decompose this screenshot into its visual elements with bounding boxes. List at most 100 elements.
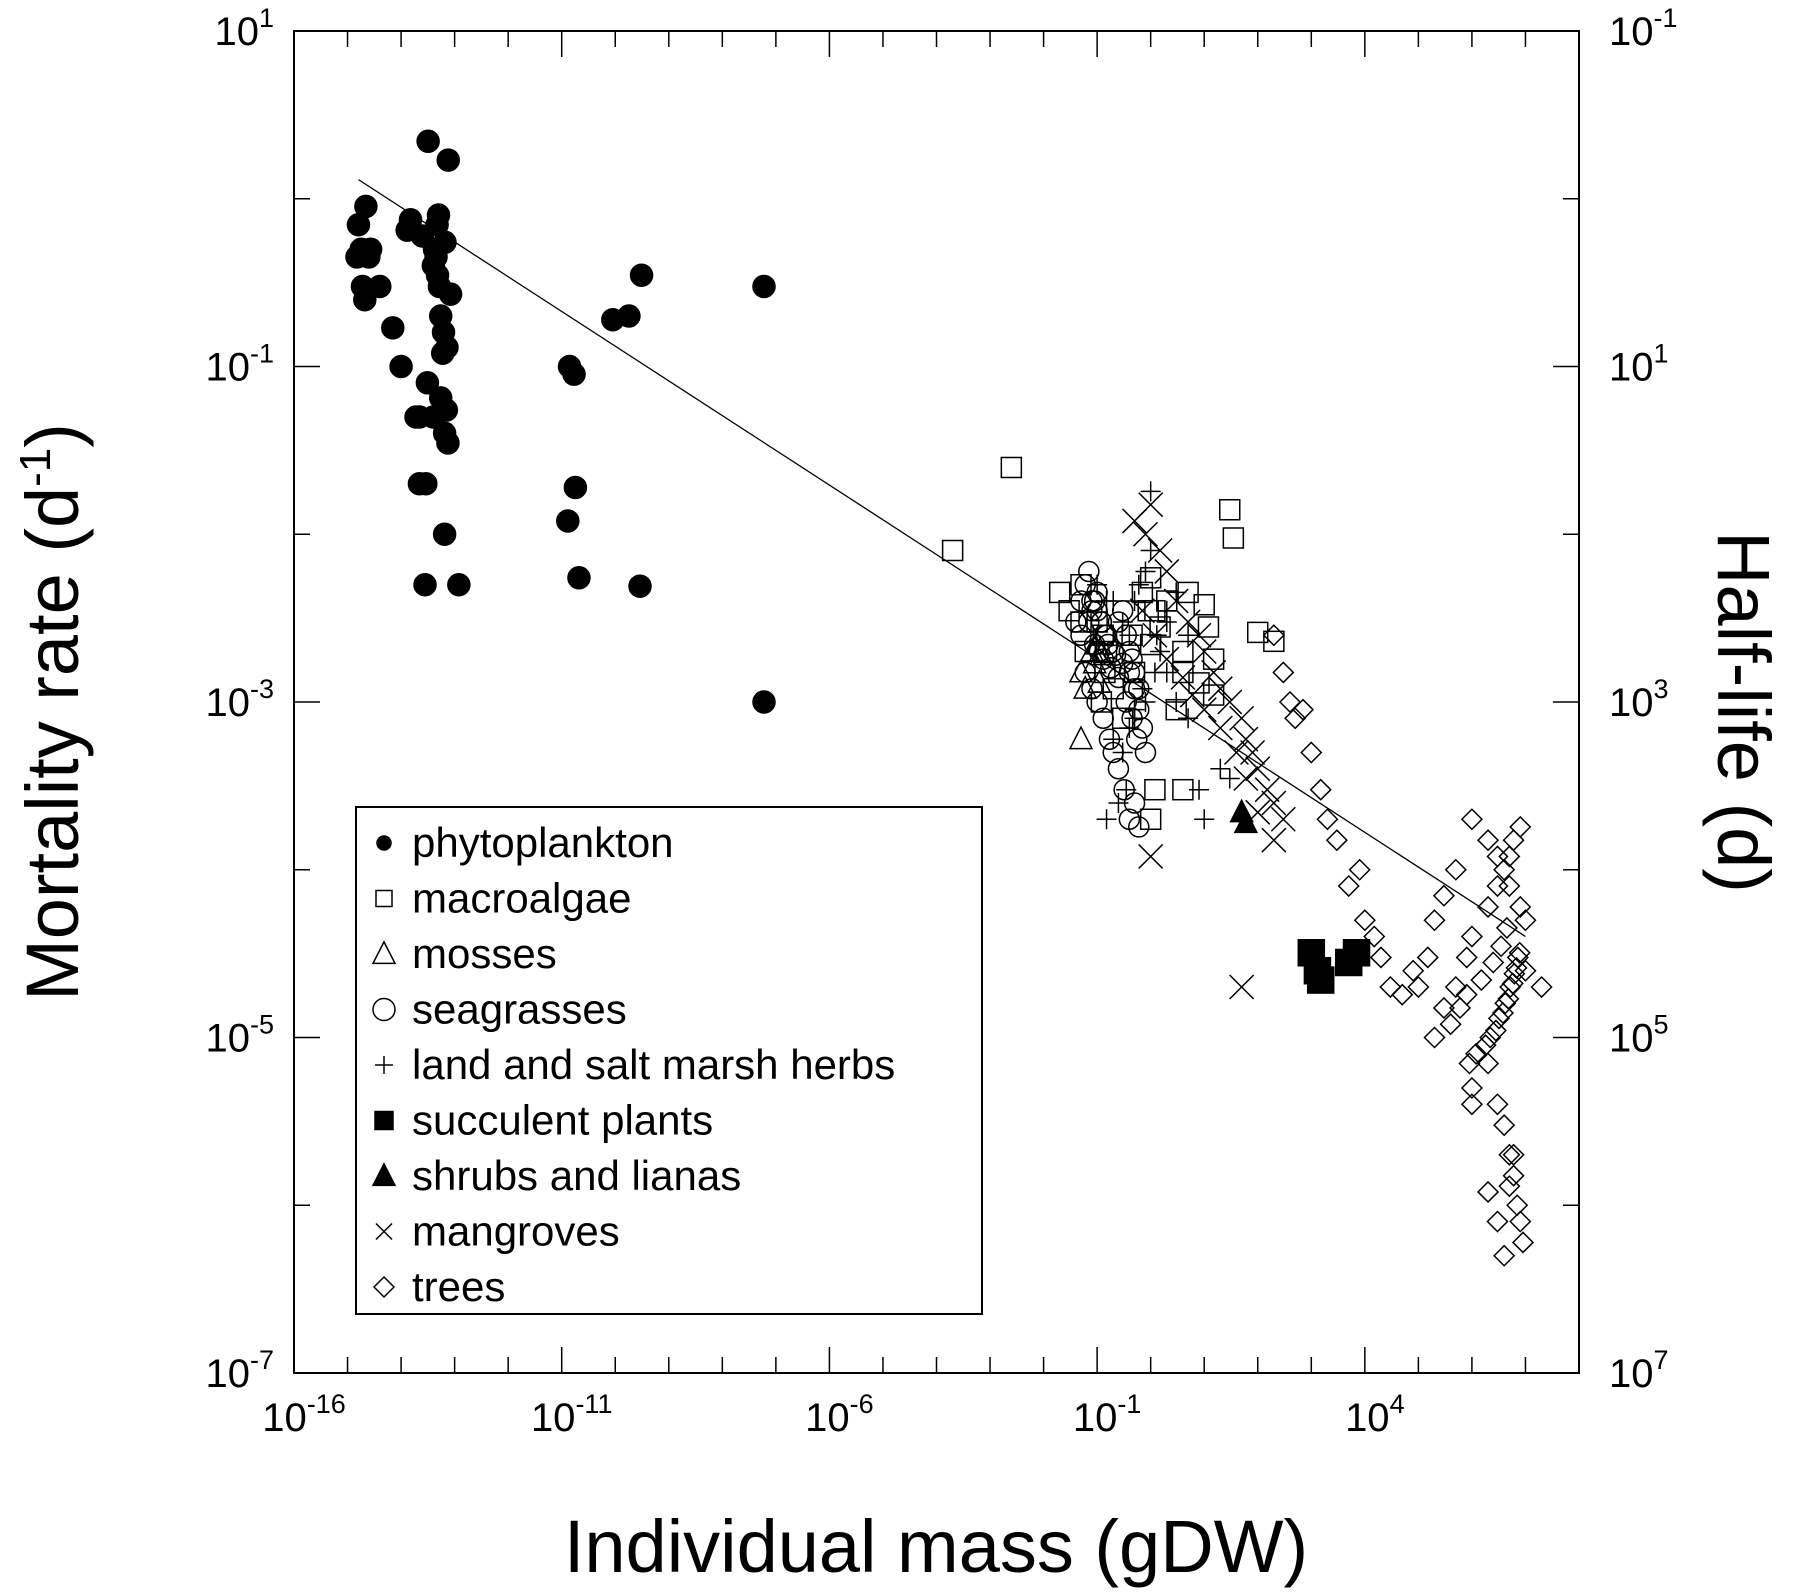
- legend-marker: [372, 997, 396, 1022]
- data-point: [1514, 909, 1537, 932]
- data-point: [1144, 778, 1166, 801]
- data-point: [1476, 1180, 1500, 1204]
- data-point: [1489, 935, 1513, 958]
- data-point: [1495, 916, 1518, 939]
- data-point: [1423, 909, 1446, 932]
- data-point: [368, 274, 392, 299]
- data-point: [1486, 1093, 1509, 1116]
- data-point: [435, 335, 459, 360]
- data-point: [1112, 742, 1133, 763]
- data-point: [1494, 992, 1517, 1015]
- data-point: [1505, 956, 1528, 979]
- legend-label: macroalgae: [412, 875, 631, 922]
- data-point: [424, 245, 448, 269]
- data-point: [1118, 661, 1141, 684]
- data-point: [1439, 1013, 1462, 1036]
- data-point: [1509, 895, 1532, 919]
- data-point: [1058, 599, 1080, 622]
- data-point: [1166, 692, 1187, 712]
- data-point: [1416, 946, 1439, 969]
- legend-item: succulent plants: [374, 1097, 713, 1144]
- legend-item: phytoplankton: [376, 819, 674, 866]
- data-point: [1087, 574, 1108, 595]
- data-point: [1263, 630, 1285, 653]
- series-succulent-plants: [1297, 939, 1371, 994]
- data-point: [1172, 640, 1194, 663]
- axis-ticks: [293, 30, 1580, 1374]
- data-point: [1460, 1076, 1483, 1100]
- data-point: [1119, 625, 1140, 646]
- data-point: [1201, 659, 1227, 685]
- data-point: [556, 509, 580, 533]
- legend-label: mangroves: [412, 1208, 620, 1255]
- data-point: [358, 237, 383, 261]
- data-point: [1131, 581, 1154, 604]
- data-point: [1207, 715, 1233, 741]
- data-point: [1486, 845, 1509, 868]
- data-point: [1476, 1052, 1500, 1075]
- data-point: [353, 287, 377, 312]
- data-point: [1219, 498, 1241, 521]
- data-point: [1245, 799, 1271, 825]
- data-point: [1207, 676, 1233, 702]
- data-point: [1116, 779, 1137, 800]
- data-point: [1086, 691, 1108, 713]
- data-point: [1278, 690, 1302, 714]
- data-point: [1455, 983, 1478, 1006]
- data-point: [1147, 537, 1173, 564]
- data-point: [1219, 768, 1240, 789]
- series-mangroves: [1122, 492, 1296, 1000]
- y-axis-title-sup: -1: [11, 448, 60, 487]
- legend-item: mangroves: [375, 1208, 620, 1255]
- data-point: [1166, 582, 1187, 603]
- data-point: [941, 539, 964, 562]
- legend-item: shrubs and lianas: [371, 1152, 741, 1199]
- data-point: [414, 472, 438, 496]
- data-point: [1306, 966, 1335, 994]
- data-point: [1186, 622, 1212, 648]
- data-point: [1402, 959, 1425, 982]
- legend-box: [355, 806, 983, 1315]
- data-point: [381, 316, 405, 340]
- data-point: [1140, 540, 1161, 561]
- data-point: [1493, 1244, 1516, 1267]
- data-point: [1432, 884, 1455, 907]
- data-point: [1210, 758, 1231, 779]
- data-point: [1191, 697, 1217, 723]
- data-point: [438, 282, 463, 306]
- data-point: [1078, 560, 1100, 583]
- data-point: [432, 421, 457, 446]
- data-point: [1497, 987, 1520, 1010]
- legend-marker: [375, 1222, 393, 1241]
- legend-marker: [371, 1162, 397, 1187]
- data-point: [1444, 858, 1467, 881]
- legend-label: shrubs and lianas: [412, 1152, 741, 1199]
- data-point: [1493, 1114, 1516, 1137]
- legend-label: phytoplankton: [412, 819, 674, 866]
- data-point: [1486, 874, 1509, 898]
- data-point: [1407, 975, 1430, 999]
- legend-item: mosses: [371, 930, 557, 977]
- series-phytoplankton: [345, 129, 776, 714]
- data-point: [1154, 646, 1180, 672]
- data-point: [1092, 707, 1114, 730]
- data-point: [1503, 962, 1526, 985]
- x-tick-label: 10-6: [805, 1389, 874, 1440]
- legend-label: trees: [412, 1263, 505, 1310]
- data-point: [1514, 959, 1537, 982]
- data-point: [1191, 638, 1217, 665]
- data-point: [1229, 974, 1255, 1000]
- data-point: [1229, 705, 1255, 731]
- data-point: [1178, 625, 1199, 646]
- data-point: [1108, 792, 1129, 813]
- axis-tick-labels: 10-16 10-11 10-6 10-1 104 101 10-1 10-3 10-5 10-7…: [205, 3, 1677, 1440]
- data-point: [628, 574, 652, 598]
- data-point: [1423, 1026, 1446, 1049]
- x-tick-label: 10-11: [531, 1389, 613, 1440]
- data-point: [1262, 624, 1285, 647]
- data-point: [1121, 648, 1143, 670]
- data-point: [354, 194, 378, 219]
- data-point: [1222, 527, 1245, 549]
- legend-marker: [371, 940, 397, 965]
